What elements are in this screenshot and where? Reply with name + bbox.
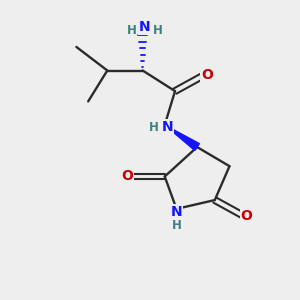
Text: O: O [241, 209, 253, 223]
Text: N: N [161, 120, 173, 134]
Text: N: N [139, 20, 151, 34]
Polygon shape [165, 125, 200, 151]
Text: N: N [171, 205, 182, 219]
Text: H: H [127, 24, 136, 37]
Text: H: H [148, 121, 158, 134]
Text: O: O [201, 68, 213, 82]
Text: H: H [172, 219, 182, 232]
Text: O: O [121, 169, 133, 184]
Text: H: H [153, 24, 163, 37]
